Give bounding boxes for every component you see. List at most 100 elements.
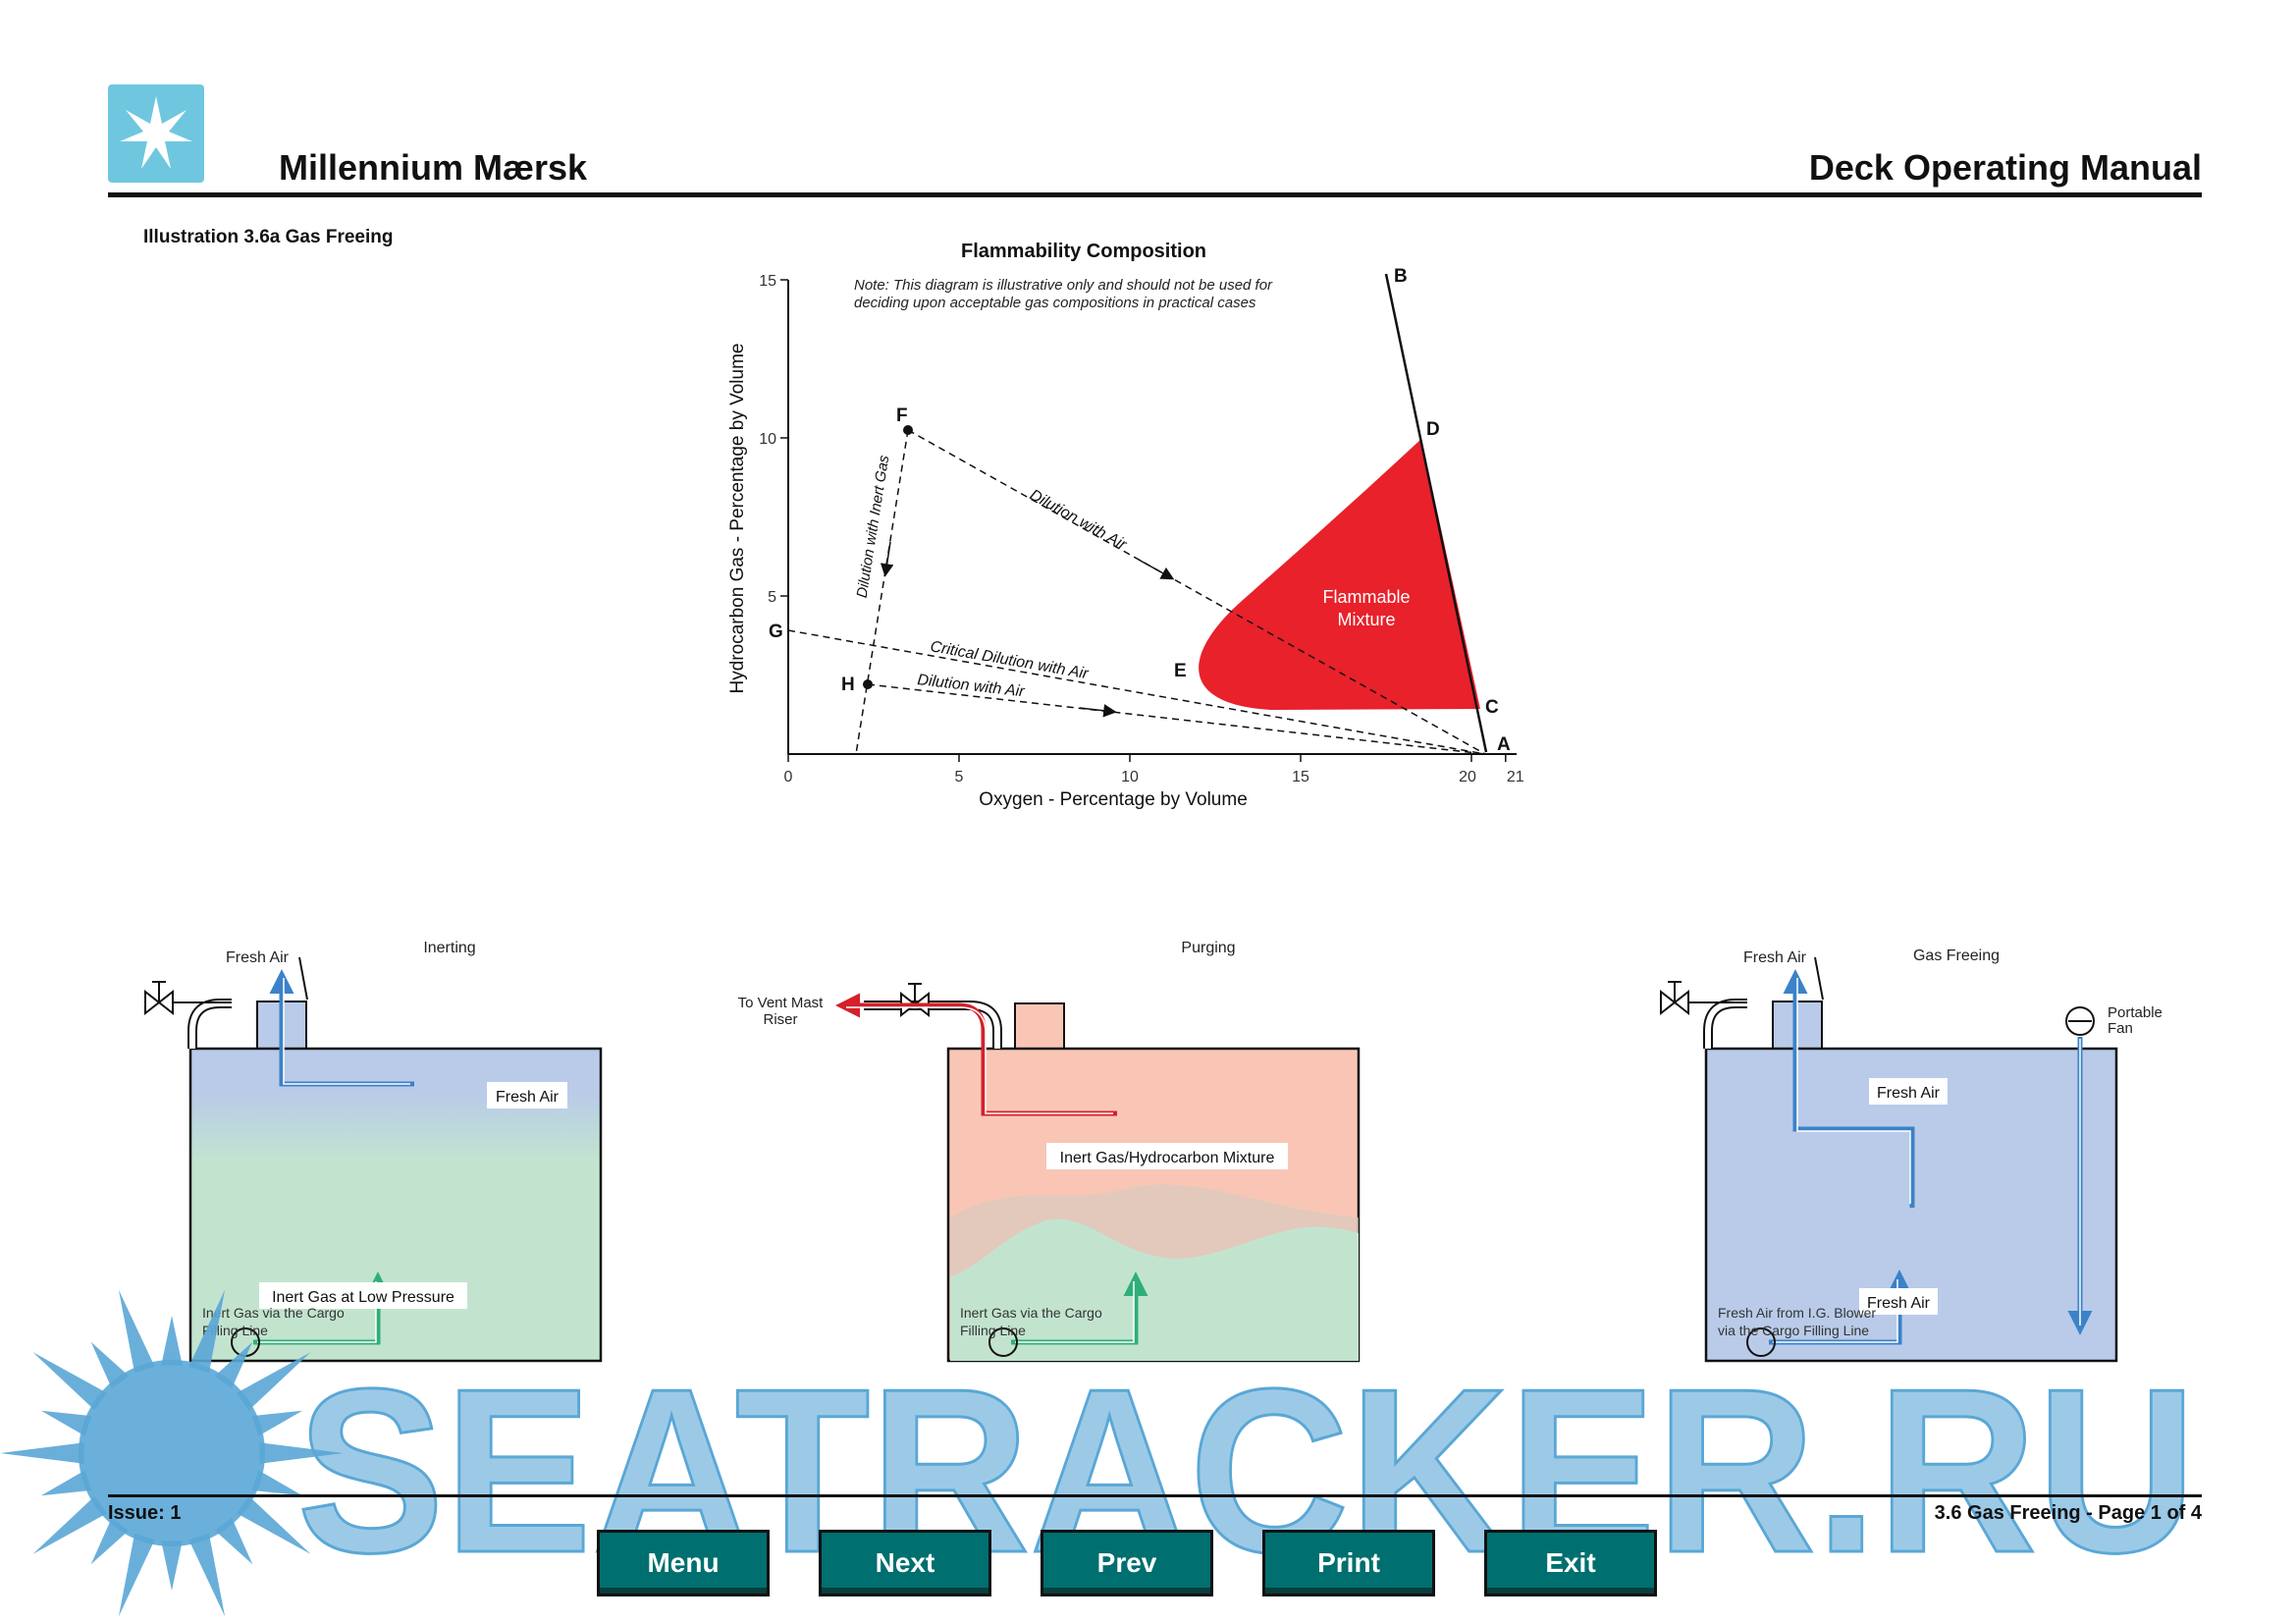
flammability-boundary	[1384, 273, 1488, 753]
inerting-tank: Inerting Fresh Air Fresh Air Inert Gas a…	[144, 940, 603, 1363]
flammable-label-1: Flammable	[1322, 587, 1410, 607]
exit-button[interactable]: Exit	[1484, 1530, 1657, 1596]
y-tick-label: 15	[759, 273, 776, 290]
purging-bottom-1: Inert Gas via the Cargo	[960, 1305, 1102, 1321]
gas-freeing-fan-2: Fan	[2108, 1020, 2133, 1037]
line-g-to-a	[787, 629, 1486, 755]
gas-freeing-tank: Gas Freeing Fresh Air Fresh Air Portable…	[1660, 947, 2163, 1363]
sun-ray	[90, 1518, 130, 1565]
y-tick-labels: 5 10 15	[759, 273, 776, 606]
chart-title: Flammability Composition	[961, 241, 1206, 262]
gas-freeing-bottom-2: via the Cargo Filling Line	[1718, 1323, 1869, 1338]
gas-freeing-top-label: Fresh Air	[1743, 949, 1807, 966]
sun-ray	[259, 1442, 344, 1464]
gas-freeing-upper-box: Fresh Air	[1877, 1085, 1941, 1102]
point-h-dot	[863, 679, 873, 689]
point-e: E	[1174, 661, 1187, 681]
sun-ray	[0, 1442, 84, 1464]
inerting-title: Inerting	[423, 940, 475, 956]
x-tick-label: 20	[1459, 769, 1476, 785]
purging-title: Purging	[1181, 940, 1235, 956]
y-tick-marks	[780, 279, 788, 597]
sun-ray	[32, 1495, 107, 1554]
purging-bottom-2: Filling Line	[960, 1323, 1026, 1338]
sun-ray	[214, 1341, 253, 1388]
y-tick-label: 10	[759, 431, 776, 448]
line-f-to-h	[855, 429, 909, 755]
sun-ray	[251, 1470, 303, 1496]
next-button[interactable]: Next	[819, 1530, 991, 1596]
inerting-upper-box: Fresh Air	[496, 1089, 560, 1106]
flammable-label-2: Mixture	[1337, 610, 1395, 629]
point-f-dot	[903, 425, 913, 435]
sun-ray	[40, 1470, 92, 1496]
sun-ray	[161, 1316, 183, 1366]
footer-rule	[108, 1494, 2202, 1497]
flammability-chart: Flammability Composition Note: This diag…	[727, 241, 1524, 810]
sun-ray	[161, 1541, 183, 1591]
sun-ray	[90, 1341, 130, 1388]
sun-ray	[237, 1352, 311, 1411]
print-button[interactable]: Print	[1262, 1530, 1435, 1596]
gas-freeing-title: Gas Freeing	[1913, 947, 2000, 964]
sun-icon	[0, 1289, 344, 1617]
point-a: A	[1497, 734, 1511, 755]
prev-button[interactable]: Prev	[1041, 1530, 1213, 1596]
x-axis-label: Oxygen - Percentage by Volume	[979, 789, 1248, 810]
inerting-top-label: Fresh Air	[226, 949, 290, 966]
purging-vent-2: Riser	[763, 1011, 797, 1028]
point-h: H	[841, 675, 855, 695]
sun-ray	[118, 1289, 155, 1374]
y-tick-label: 5	[768, 589, 776, 606]
point-c: C	[1485, 697, 1499, 718]
x-tick-marks	[787, 754, 1507, 762]
point-d: D	[1426, 419, 1440, 440]
purging-tank: Purging To Vent Mast Riser Inert Gas/Hyd…	[738, 940, 1361, 1363]
page-info: 3.6 Gas Freeing - Page 1 of 4	[1934, 1502, 2202, 1524]
arrow-f-to-h	[880, 541, 894, 577]
maersk-logo	[108, 84, 204, 183]
sun-ray	[188, 1289, 226, 1374]
point-b: B	[1394, 266, 1408, 287]
issue-label: Issue: 1	[108, 1502, 182, 1524]
point-g: G	[769, 622, 783, 642]
x-tick-label: 0	[784, 769, 793, 785]
menu-button[interactable]: Menu	[597, 1530, 770, 1596]
x-tick-label: 15	[1292, 769, 1309, 785]
watermark-text: SEATRACKER.RU	[297, 1341, 2197, 1601]
label-dilution-air-h: Dilution with Air	[917, 672, 1027, 700]
x-tick-label: 5	[955, 769, 964, 785]
manual-title: Deck Operating Manual	[1808, 147, 2202, 188]
arrow-h-to-a	[1079, 704, 1117, 718]
gas-freeing-bottom-1: Fresh Air from I.G. Blower	[1718, 1305, 1876, 1321]
point-f: F	[896, 406, 908, 426]
inerting-bottom-1: Inert Gas via the Cargo	[202, 1305, 345, 1321]
header-rule	[108, 192, 2202, 197]
arrow-f-to-a	[1138, 559, 1175, 580]
x-tick-labels: 0 5 10 15 20 21	[784, 769, 1524, 785]
chart-note-2: deciding upon acceptable gas composition…	[854, 295, 1256, 311]
y-axis-label: Hydrocarbon Gas - Percentage by Volume	[727, 344, 748, 694]
label-dilution-air-f: Dilution with Air	[1027, 487, 1130, 554]
sun-ray	[188, 1533, 226, 1617]
sun-ray	[251, 1410, 303, 1436]
illustration-title: Illustration 3.6a Gas Freeing	[143, 227, 394, 247]
inerting-bottom-2: Filling Line	[202, 1323, 268, 1338]
purging-vent-1: To Vent Mast	[738, 995, 825, 1011]
flammable-region	[1199, 439, 1480, 710]
gas-freeing-fan-1: Portable	[2108, 1004, 2163, 1021]
tanks-diagram: Inerting Fresh Air Fresh Air Inert Gas a…	[144, 940, 2163, 1363]
sun-ray	[118, 1533, 155, 1617]
label-dilution-inert: Dilution with Inert Gas	[854, 454, 893, 599]
sun-ray	[40, 1410, 92, 1436]
ship-name: Millennium Mærsk	[279, 147, 588, 188]
sun-ray	[237, 1495, 311, 1554]
inerting-lower-box: Inert Gas at Low Pressure	[272, 1289, 454, 1306]
chart-note-1: Note: This diagram is illustrative only …	[854, 277, 1273, 294]
sun-ray	[214, 1518, 253, 1565]
gas-freeing-lower-box: Fresh Air	[1867, 1295, 1931, 1312]
x-tick-label: 10	[1121, 769, 1139, 785]
sun-ray	[32, 1352, 107, 1411]
purging-upper-box: Inert Gas/Hydrocarbon Mixture	[1060, 1150, 1275, 1166]
line-h-to-a	[867, 683, 1486, 755]
